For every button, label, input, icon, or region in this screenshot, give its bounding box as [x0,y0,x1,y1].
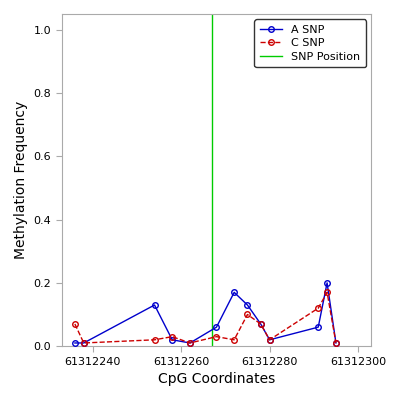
Y-axis label: Methylation Frequency: Methylation Frequency [14,101,28,259]
A SNP [245,303,250,308]
A SNP [258,322,263,326]
C SNP [188,340,192,345]
Line: C SNP: C SNP [72,290,339,346]
A SNP [188,340,192,345]
C SNP [316,306,321,310]
C SNP [334,340,338,345]
A SNP [232,290,236,295]
Line: A SNP: A SNP [72,280,339,346]
C SNP [325,290,330,295]
C SNP [170,334,175,339]
A SNP [334,340,338,345]
C SNP [152,338,157,342]
A SNP [325,280,330,285]
A SNP [152,303,157,308]
A SNP [170,338,175,342]
C SNP [258,322,263,326]
C SNP [245,312,250,317]
A SNP [72,340,77,345]
C SNP [81,340,86,345]
A SNP [267,338,272,342]
A SNP [316,325,321,330]
A SNP [214,325,219,330]
X-axis label: CpG Coordinates: CpG Coordinates [158,372,275,386]
C SNP [232,338,236,342]
C SNP [72,322,77,326]
C SNP [214,334,219,339]
Legend: A SNP, C SNP, SNP Position: A SNP, C SNP, SNP Position [254,20,366,67]
A SNP [81,340,86,345]
C SNP [267,338,272,342]
